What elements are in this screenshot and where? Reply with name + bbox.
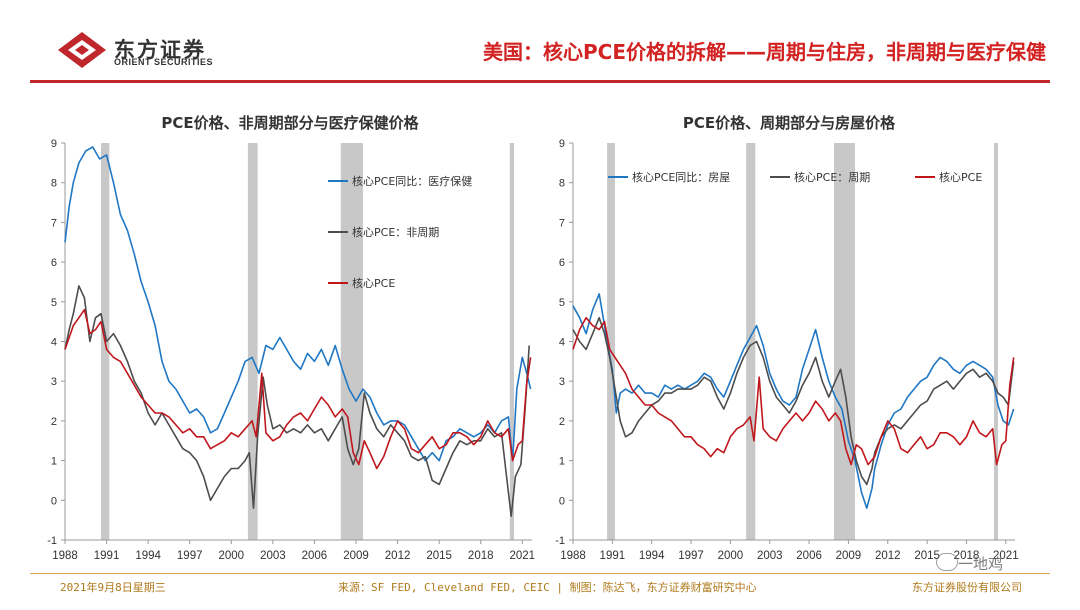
series-line-3 xyxy=(572,316,1015,466)
chart-title: PCE价格、周期部分与房屋价格 xyxy=(683,114,896,132)
y-tick-label: 1 xyxy=(559,456,565,468)
y-tick-label: 4 xyxy=(51,337,57,349)
x-tick-label: 2009 xyxy=(343,550,369,562)
recession-band xyxy=(340,143,363,540)
header-divider xyxy=(30,80,1050,83)
x-tick-label: 2003 xyxy=(757,550,783,562)
y-tick-label: 9 xyxy=(51,138,57,150)
series-line-2 xyxy=(572,316,1015,486)
x-tick-label: 2000 xyxy=(718,550,744,562)
x-tick-label: 1994 xyxy=(639,550,665,562)
y-tick-label: 5 xyxy=(559,297,565,309)
recession-band xyxy=(834,143,855,540)
x-tick-label: 2012 xyxy=(385,550,411,562)
legend-label: 核心PCE：非周期 xyxy=(352,225,439,239)
x-tick-label: 1991 xyxy=(600,550,626,562)
y-tick-label: 8 xyxy=(559,178,565,190)
x-tick-label: 2003 xyxy=(260,550,286,562)
series-line-2 xyxy=(64,285,530,517)
page-title: 美国：核心PCE价格的拆解——周期与住房，非周期与医疗保健 xyxy=(483,40,1046,64)
legend-label: 核心PCE同比：房屋 xyxy=(632,170,730,184)
x-tick-label: 2000 xyxy=(218,550,244,562)
y-tick-label: 2 xyxy=(559,416,565,428)
x-tick-label: 2021 xyxy=(510,550,536,562)
y-tick-label: -1 xyxy=(555,535,565,547)
wechat-icon xyxy=(936,553,958,571)
y-tick-label: 6 xyxy=(559,257,565,269)
recession-band xyxy=(247,143,258,540)
series-line-1 xyxy=(572,293,1015,509)
company-logo: 东方证券 ORIENT SECURITIES xyxy=(56,30,256,70)
footer-divider xyxy=(30,573,1050,574)
x-tick-label: 2006 xyxy=(302,550,328,562)
x-tick-label: 1997 xyxy=(678,550,704,562)
chart-title: PCE价格、非周期部分与医疗保健价格 xyxy=(161,114,419,132)
footer-source: 来源：SF FED, Cleveland FED, CEIC | 制图：陈达飞，… xyxy=(338,581,757,594)
legend-label: 核心PCE：周期 xyxy=(794,170,870,184)
series-line-1 xyxy=(64,146,532,462)
footer-date: 2021年9月8日星期三 xyxy=(60,581,166,594)
recession-band xyxy=(994,143,998,540)
y-tick-label: 3 xyxy=(559,376,565,388)
y-tick-label: 6 xyxy=(51,257,57,269)
y-tick-label: 0 xyxy=(559,495,565,507)
chart-left: PCE价格、非周期部分与医疗保健价格 -1 0 1 2 3 4 5 6 7 8 9 1988 1991 19… xyxy=(47,114,535,562)
y-tick-label: 4 xyxy=(559,337,565,349)
y-tick-label: 8 xyxy=(51,178,57,190)
x-tick-label: 2009 xyxy=(836,550,862,562)
x-tick-label: 2015 xyxy=(426,550,452,562)
x-tick-label: 2006 xyxy=(796,550,822,562)
y-tick-label: 2 xyxy=(51,416,57,428)
x-tick-label: 1991 xyxy=(94,550,120,562)
series-line-3 xyxy=(64,308,532,470)
footer-company: 东方证券股份有限公司 xyxy=(912,581,1022,594)
legend-label: 核心PCE同比：医疗保健 xyxy=(352,174,472,188)
chart-right: PCE价格、周期部分与房屋价格 -1 0 1 2 3 4 5 6 7 8 9 1988 1991 1994 1… xyxy=(555,114,1018,562)
x-tick-label: 2021 xyxy=(993,550,1019,562)
x-tick-label: 2018 xyxy=(954,550,980,562)
x-tick-label: 2012 xyxy=(875,550,901,562)
x-tick-label: 1997 xyxy=(177,550,203,562)
y-tick-label: 3 xyxy=(51,376,57,388)
y-tick-label: 7 xyxy=(51,217,57,229)
y-tick-label: 1 xyxy=(51,456,57,468)
recession-band xyxy=(607,143,615,540)
x-tick-label: 2018 xyxy=(468,550,494,562)
logo-text-en: ORIENT SECURITIES xyxy=(114,57,214,67)
x-tick-label: 2015 xyxy=(914,550,940,562)
y-tick-label: -1 xyxy=(47,535,57,547)
legend-label: 核心PCE xyxy=(352,276,395,290)
orient-diamond-icon xyxy=(58,32,106,68)
y-tick-label: 5 xyxy=(51,297,57,309)
x-tick-label: 1988 xyxy=(52,550,78,562)
y-tick-label: 0 xyxy=(51,495,57,507)
watermark-text: 一地鸡 xyxy=(958,555,1004,573)
recession-band xyxy=(746,143,756,540)
recession-band xyxy=(509,143,514,540)
logo-text-cn: 东方证券 xyxy=(114,38,206,62)
y-tick-label: 9 xyxy=(559,138,565,150)
x-tick-label: 1994 xyxy=(135,550,161,562)
legend-label: 核心PCE xyxy=(939,170,982,184)
y-tick-label: 7 xyxy=(559,217,565,229)
x-tick-label: 1988 xyxy=(560,550,586,562)
